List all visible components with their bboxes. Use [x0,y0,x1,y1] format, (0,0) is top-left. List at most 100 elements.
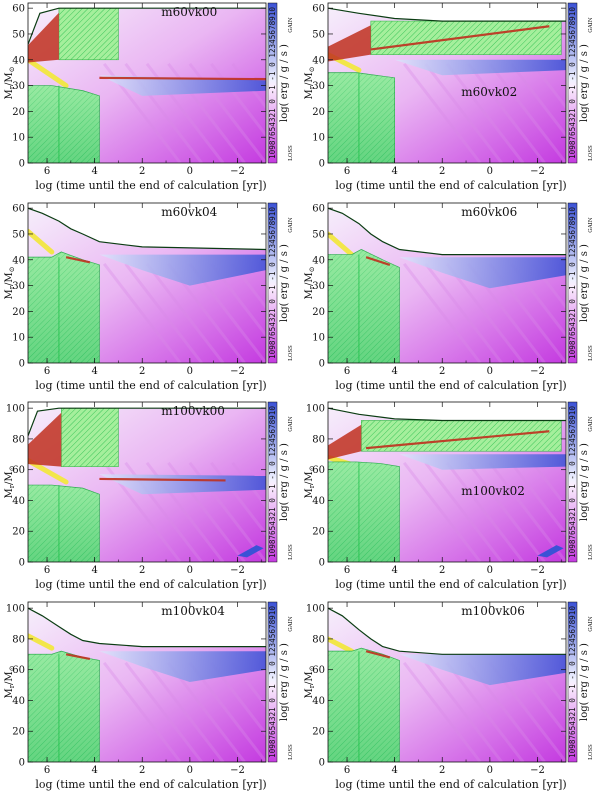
y-tick-label: 100 [6,603,25,614]
colorbar-ticks: 10987654321 0 -1 -1 0 12345678910 [268,7,277,159]
loss-contour [102,661,182,762]
panel-m100vk06: 6 4 2 0 −2 0 20 40 60 80 100 m100vk06 log (time unti… [300,599,600,798]
x-tick-label: 2 [439,765,445,776]
outside-star [28,3,266,45]
x-tick-label: 6 [44,565,50,576]
x-tick-label: −2 [230,565,245,576]
plot-area [328,3,566,163]
y-tick-label: 30 [312,281,325,292]
plot-area [328,601,566,762]
colorbar-label: log( erg / g / s ) [579,44,590,122]
loss-contour [510,62,566,138]
colorbar [567,2,578,164]
surface-line [28,7,266,45]
x-tick-label: 6 [344,765,350,776]
x-tick-label: 0 [187,366,193,377]
plot-area [28,3,266,163]
y-axis-label: Mr/M⊙ [4,266,16,299]
convective-core-hatch [328,462,400,562]
loss-contour [424,661,503,762]
loss-contour [231,661,266,709]
y-tick-label: 10 [12,133,25,144]
convective-core-hatch [28,85,100,163]
burning-band [28,632,55,651]
x-tick-label: 6 [344,366,350,377]
colorbar-ticks: 10987654321 0 -1 -1 0 12345678910 [568,605,577,757]
y-tick-label: 20 [312,306,325,317]
y-tick-label: 60 [312,203,325,214]
x-tick-label: 4 [391,366,397,377]
colorbar-loss-label: LOSS [588,344,594,360]
colorbar-ticks: 10987654321 0 -1 -1 0 12345678910 [568,7,577,159]
x-tick-label: 2 [139,366,145,377]
y-axis-label: Mr/M⊙ [4,465,16,498]
gain-patch [237,545,264,558]
gain-region [399,653,566,685]
y-tick-label: 50 [312,29,325,40]
outside-star [28,402,266,436]
y-tick-label: 20 [12,527,25,538]
y-tick-label: 30 [12,81,25,92]
outside-star [328,202,566,255]
x-tick-label: 2 [139,166,145,177]
convective-core-hatch [28,650,100,762]
plot-frame [327,2,567,164]
x-axis-label: log (time until the end of calculation [… [35,578,266,591]
outside-star [28,601,266,647]
loss-contour [445,661,525,762]
semi-convection-band [365,649,391,658]
plot-frame [327,401,567,563]
y-tick-label: 0 [319,558,325,569]
y-tick-label: 0 [319,358,325,369]
x-tick-label: 2 [139,765,145,776]
convective-core-hatch [28,485,100,562]
x-tick-label: 4 [391,166,397,177]
y-tick-label: 60 [12,4,25,15]
semi-convection [28,412,62,467]
convective-envelope [58,7,119,61]
y-tick-label: 60 [12,203,25,214]
outside-star [328,3,566,22]
loss-contour [402,262,482,363]
y-tick-label: 80 [312,434,325,445]
outside-star [328,402,566,421]
y-tick-label: 0 [319,159,325,170]
colorbar-label: log( erg / g / s ) [279,243,290,321]
y-tick-label: 30 [12,281,25,292]
x-tick-label: 4 [91,765,97,776]
y-tick-label: 40 [312,55,325,66]
colorbar [567,401,578,563]
surface-line [328,7,566,22]
surface-line [328,607,566,655]
y-tick-label: 20 [312,107,325,118]
plot-frame [27,202,267,363]
y-tick-label: 40 [312,496,325,507]
colorbar-ticks: 10987654321 0 -1 -1 0 12345678910 [568,206,577,358]
x-tick-label: 0 [187,565,193,576]
y-tick-label: 60 [312,4,325,15]
panel-m60vk02: 6 4 2 0 −2 0 10 20 30 40 50 60 m60vk02 log (time unti… [300,0,600,199]
y-tick-label: 60 [312,665,325,676]
panel-title: m100vk02 [461,484,525,498]
x-tick-label: −2 [530,765,545,776]
colorbar [267,601,278,762]
colorbar [267,2,278,164]
x-tick-label: 4 [391,765,397,776]
y-tick-label: 60 [312,465,325,476]
semi-convection-band [365,255,391,266]
colorbar-loss-label: LOSS [288,145,294,161]
x-tick-label: 6 [44,765,50,776]
y-tick-label: 20 [12,726,25,737]
x-tick-label: 0 [487,366,493,377]
burning-band [328,230,355,257]
x-tick-label: 6 [44,366,50,377]
x-tick-label: 0 [487,565,493,576]
y-tick-label: 20 [12,107,25,118]
surface-line [328,407,566,422]
colorbar-label: log( erg / g / s ) [579,443,590,521]
